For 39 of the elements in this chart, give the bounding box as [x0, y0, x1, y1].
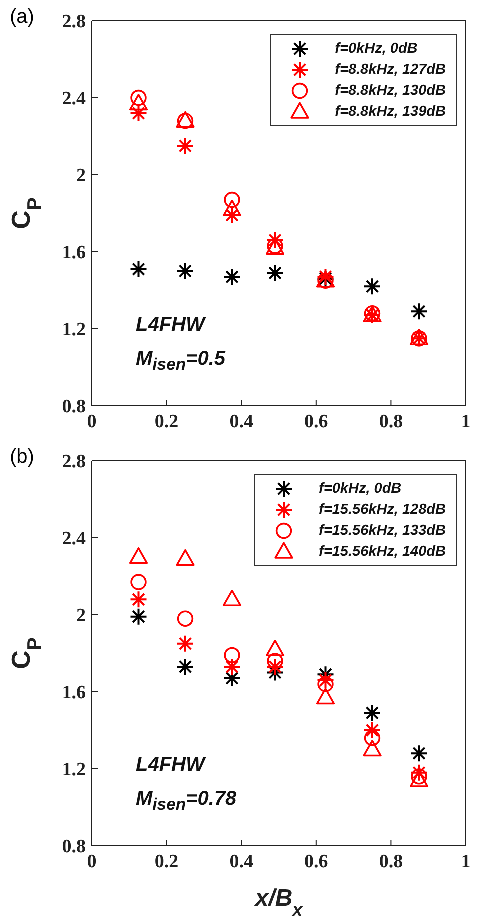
- chart-title: (b): [10, 446, 34, 469]
- legend-label: f=15.56kHz, 133dB: [319, 522, 446, 538]
- y-tick-label: 2: [76, 606, 86, 627]
- x-tick-label: 0.6: [304, 411, 328, 432]
- x-tick-label: 0.8: [379, 851, 404, 872]
- x-tick-label: 1: [461, 851, 471, 872]
- y-tick-label: 1.2: [62, 320, 86, 341]
- y-tick-label: 1.6: [62, 682, 86, 704]
- annotation: L4FHW: [136, 314, 205, 337]
- x-tick-label: 0.2: [154, 851, 179, 872]
- y-tick-label: 0.8: [62, 836, 86, 858]
- legend-label: f=8.8kHz, 139dB: [335, 104, 446, 120]
- y-tick-label: 2.8: [62, 12, 86, 33]
- legend-label: f=15.56kHz, 128dB: [319, 502, 446, 518]
- x-tick-label: 0.4: [230, 411, 254, 432]
- x-tick-label: 0.2: [154, 411, 179, 432]
- x-tick-label: 0: [87, 851, 97, 872]
- legend-label: f=8.8kHz, 127dB: [335, 62, 446, 78]
- legend-label: f=15.56kHz, 140dB: [319, 544, 446, 560]
- y-tick-label: 0.8: [62, 396, 86, 418]
- x-tick-label: 0.6: [304, 851, 328, 872]
- y-tick-label: 1.6: [62, 242, 86, 264]
- legend-label: f=0kHz, 0dB: [335, 40, 418, 56]
- y-tick-label: 2.8: [62, 452, 86, 473]
- annotation: L4FHW: [136, 754, 205, 777]
- y-tick-label: 2.4: [62, 88, 86, 110]
- x-tick-label: 0: [87, 411, 97, 432]
- x-axis-title: x/B$_{x}$: [253, 885, 304, 920]
- x-tick-label: 0.8: [379, 411, 404, 432]
- y-tick-label: 2: [76, 166, 86, 187]
- x-tick-label: 1: [461, 411, 471, 432]
- y-tick-label: 1.2: [62, 760, 86, 781]
- x-tick-label: 0.4: [230, 851, 254, 872]
- chart-title: (a): [10, 6, 34, 29]
- legend-label: f=8.8kHz, 130dB: [335, 82, 446, 98]
- y-tick-label: 2.4: [62, 528, 86, 550]
- legend-label: f=0kHz, 0dB: [319, 480, 402, 496]
- annotation: M$_{isen}$=0.5: [136, 348, 226, 375]
- annotation: M$_{isen}$=0.78: [136, 788, 237, 815]
